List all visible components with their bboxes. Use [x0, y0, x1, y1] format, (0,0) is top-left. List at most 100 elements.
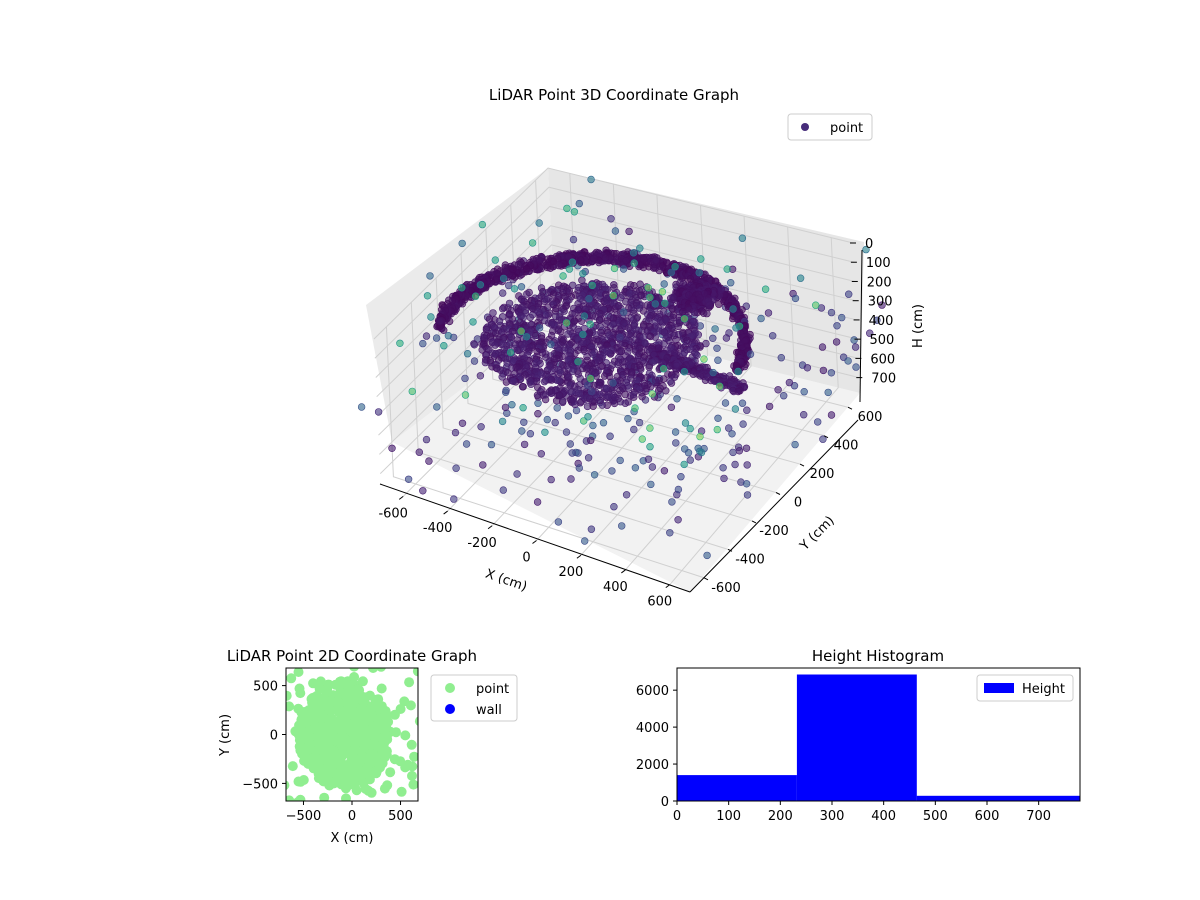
data-point-3d	[633, 313, 642, 321]
data-point-3d	[564, 330, 572, 338]
data-point-3d	[517, 327, 525, 335]
legend-3d: point	[787, 113, 873, 141]
data-point-3d	[535, 219, 543, 227]
data-point-3d	[681, 419, 690, 427]
data-point-3d	[791, 294, 800, 303]
y-tick-mark-3d	[703, 577, 709, 581]
x-axis-label-3d: X (cm)	[483, 567, 529, 595]
data-point-3d	[785, 378, 794, 387]
data-point-2d	[385, 767, 396, 778]
data-point-3d	[774, 386, 782, 394]
data-point-3d	[526, 313, 534, 322]
data-point-3d	[873, 316, 881, 324]
data-point-3d	[470, 341, 479, 349]
data-point-3d	[701, 376, 710, 384]
data-point-3d	[575, 464, 583, 472]
data-point-3d	[566, 440, 574, 448]
data-point-3d	[667, 344, 675, 352]
data-point-2d	[396, 786, 407, 797]
data-point-3d	[603, 392, 611, 400]
data-point-3d	[491, 256, 499, 264]
data-point-2d	[358, 696, 369, 707]
data-point-3d	[622, 257, 630, 265]
data-point-3d	[672, 439, 680, 447]
data-point-3d	[791, 440, 799, 449]
data-point-3d	[419, 339, 427, 348]
data-point-3d	[501, 403, 510, 412]
y-tick-label-hist: 4000	[636, 721, 669, 736]
data-point-2d	[364, 770, 375, 781]
data-point-2d	[308, 678, 319, 689]
data-point-3d	[852, 363, 860, 371]
y-tick-mark-3d	[751, 520, 757, 524]
data-point-3d	[636, 244, 644, 252]
data-point-3d	[686, 424, 694, 433]
data-point-3d	[738, 399, 747, 407]
data-point-3d	[711, 277, 720, 285]
data-point-3d	[374, 408, 383, 416]
data-point-3d	[534, 410, 542, 418]
z-tick-label-3d: 100	[866, 256, 891, 271]
x-tick-label-hist: 500	[923, 809, 948, 824]
data-point-3d	[865, 329, 874, 337]
data-point-3d	[651, 300, 659, 308]
x-tick-label-3d: -200	[467, 536, 497, 551]
data-point-3d	[535, 324, 544, 332]
legend-2d-label-wall: wall	[476, 703, 502, 718]
data-point-3d	[451, 428, 460, 437]
data-point-3d	[621, 399, 629, 407]
data-point-2d	[296, 714, 307, 725]
data-point-2d	[348, 728, 359, 738]
data-point-3d	[564, 412, 573, 420]
legend-histogram-swatch	[984, 683, 1014, 693]
data-point-3d	[610, 264, 619, 273]
data-point-3d	[422, 332, 431, 340]
data-point-3d	[779, 392, 788, 400]
data-point-2d	[353, 758, 363, 769]
data-point-2d	[344, 749, 355, 760]
data-point-3d	[667, 403, 676, 411]
data-point-3d	[553, 404, 561, 412]
data-point-3d	[746, 350, 755, 358]
grid-line-x	[536, 205, 709, 541]
y-tick-label-3d: -400	[735, 552, 765, 567]
data-point-3d	[610, 399, 619, 408]
data-point-3d	[615, 302, 623, 310]
data-point-3d	[761, 285, 770, 293]
data-point-3d	[696, 447, 704, 455]
data-point-3d	[669, 293, 677, 301]
data-point-3d	[656, 317, 665, 325]
data-point-3d	[690, 308, 699, 316]
data-point-3d	[611, 227, 620, 235]
data-point-2d	[414, 716, 418, 726]
data-point-3d	[528, 239, 537, 247]
x-tick-label-2d: 500	[388, 809, 413, 824]
data-point-2d	[404, 677, 415, 688]
data-point-3d	[501, 268, 510, 276]
data-point-3d	[487, 440, 496, 449]
data-point-3d	[580, 537, 589, 545]
data-point-3d	[719, 464, 727, 472]
x-tick-mark-3d	[487, 525, 493, 530]
data-point-3d	[628, 368, 636, 376]
data-point-3d	[614, 358, 623, 366]
data-point-3d	[478, 220, 487, 229]
data-point-2d	[357, 676, 368, 687]
data-point-3d	[671, 428, 680, 436]
data-point-3d	[827, 308, 836, 317]
data-point-3d	[646, 332, 655, 341]
data-point-3d	[598, 362, 606, 370]
grid-line-z	[379, 282, 859, 455]
data-point-2d	[287, 761, 298, 772]
data-point-3d	[844, 290, 853, 298]
data-point-2d	[294, 741, 305, 752]
data-point-3d	[723, 265, 731, 273]
data-point-3d	[404, 475, 413, 483]
data-point-3d	[579, 330, 587, 339]
data-point-3d	[672, 280, 680, 289]
data-point-3d	[677, 473, 685, 481]
x-tick-label-hist: 700	[1026, 809, 1051, 824]
x-tick-label-2d: −500	[286, 809, 322, 824]
histogram-bar	[796, 674, 917, 801]
data-point-3d	[496, 366, 504, 374]
